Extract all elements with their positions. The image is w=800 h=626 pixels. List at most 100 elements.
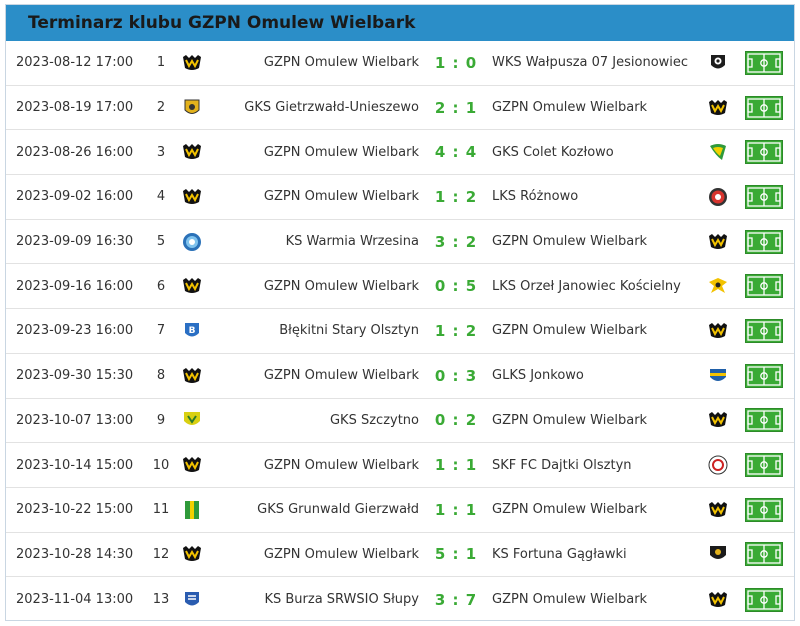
pitch-icon	[745, 363, 783, 388]
omulew-crest-icon	[708, 411, 728, 429]
match-details-button[interactable]	[744, 577, 784, 622]
match-round: 11	[152, 502, 170, 518]
omulew-crest-icon	[182, 54, 202, 72]
match-details-button[interactable]	[744, 41, 784, 85]
match-details-button[interactable]	[744, 399, 784, 443]
away-team-name: GKS Colet Kozłowo	[492, 144, 614, 160]
match-score: 3 : 2	[434, 232, 478, 251]
home-crest	[178, 175, 206, 219]
match-row: 2023-10-14 15:00 10 GZPN Omulew Wielbark…	[6, 443, 794, 488]
home-crest	[178, 354, 206, 398]
match-details-button[interactable]	[744, 443, 784, 487]
home-team-name: GKS Szczytno	[329, 412, 419, 428]
omulew-crest-icon	[182, 456, 202, 474]
home-crest	[178, 399, 206, 443]
fixtures-list: 2023-08-12 17:00 1 GZPN Omulew Wielbark …	[6, 41, 794, 622]
away-team-name: GZPN Omulew Wielbark	[492, 234, 648, 250]
gietrzwald-crest-icon	[183, 98, 201, 118]
match-row: 2023-09-30 15:30 8 GZPN Omulew Wielbark …	[6, 354, 794, 399]
away-crest	[704, 488, 732, 532]
home-crest	[178, 488, 206, 532]
home-team-name: GZPN Omulew Wielbark	[263, 457, 419, 473]
away-team-name: GZPN Omulew Wielbark	[492, 592, 648, 608]
home-team-name: GZPN Omulew Wielbark	[263, 278, 419, 294]
home-team-name: GZPN Omulew Wielbark	[263, 368, 419, 384]
fortuna-crest-icon	[708, 544, 728, 564]
warmia-crest-icon	[182, 232, 202, 252]
omulew-crest-icon	[182, 367, 202, 385]
away-team-name: WKS Wałpusza 07 Jesionowiec	[492, 55, 689, 71]
match-details-button[interactable]	[744, 175, 784, 219]
match-row: 2023-09-23 16:00 7 B Błękitni Stary Olsz…	[6, 309, 794, 354]
match-row: 2023-10-07 13:00 9 GKS Szczytno 0 : 2 GZ…	[6, 399, 794, 444]
home-crest	[178, 86, 206, 130]
match-details-button[interactable]	[744, 309, 784, 353]
match-date: 2023-09-23 16:00	[16, 323, 134, 339]
match-details-button[interactable]	[744, 264, 784, 308]
pitch-icon	[745, 408, 783, 433]
match-details-button[interactable]	[744, 488, 784, 532]
match-row: 2023-08-19 17:00 2 GKS Gietrzwałd-Uniesz…	[6, 86, 794, 131]
away-crest	[704, 533, 732, 577]
away-team-name: LKS Różnowo	[492, 189, 579, 205]
home-crest	[178, 443, 206, 487]
match-date: 2023-10-28 14:30	[16, 546, 134, 562]
match-score: 1 : 2	[434, 321, 478, 340]
away-crest	[704, 399, 732, 443]
match-round: 10	[152, 457, 170, 473]
omulew-crest-icon	[182, 545, 202, 563]
pitch-icon	[745, 318, 783, 343]
match-details-button[interactable]	[744, 533, 784, 577]
omulew-crest-icon	[708, 591, 728, 609]
svg-text:B: B	[189, 326, 196, 336]
away-crest	[704, 41, 732, 85]
match-row: 2023-10-28 14:30 12 GZPN Omulew Wielbark…	[6, 533, 794, 578]
pitch-icon	[745, 497, 783, 522]
away-crest	[704, 354, 732, 398]
roznowo-crest-icon	[708, 187, 728, 207]
dajtki-crest-icon	[708, 455, 728, 475]
away-team-name: SKF FC Dajtki Olsztyn	[492, 457, 632, 473]
match-round: 6	[156, 278, 166, 294]
home-crest	[178, 264, 206, 308]
home-team-name: GKS Gietrzwałd-Unieszewo	[244, 100, 419, 116]
colet-crest-icon	[708, 142, 728, 162]
match-details-button[interactable]	[744, 354, 784, 398]
away-team-name: GZPN Omulew Wielbark	[492, 323, 648, 339]
match-round: 7	[156, 323, 166, 339]
omulew-crest-icon	[182, 143, 202, 161]
away-team-name: GZPN Omulew Wielbark	[492, 100, 648, 116]
pitch-icon	[745, 542, 783, 567]
match-round: 9	[156, 412, 166, 428]
away-crest	[704, 577, 732, 622]
match-row: 2023-11-04 13:00 13 KS Burza SRWSIO Słup…	[6, 577, 794, 622]
away-crest	[704, 220, 732, 264]
match-round: 3	[156, 144, 166, 160]
match-round: 2	[156, 100, 166, 116]
burza-crest-icon	[183, 590, 201, 610]
away-team-name: GLKS Jonkowo	[492, 368, 584, 384]
pitch-icon	[745, 140, 783, 165]
pitch-icon	[745, 184, 783, 209]
home-crest	[178, 577, 206, 622]
match-details-button[interactable]	[744, 220, 784, 264]
pitch-icon	[745, 587, 783, 612]
match-details-button[interactable]	[744, 130, 784, 174]
home-team-name: Błękitni Stary Olsztyn	[279, 323, 419, 339]
match-row: 2023-08-12 17:00 1 GZPN Omulew Wielbark …	[6, 41, 794, 86]
match-row: 2023-09-16 16:00 6 GZPN Omulew Wielbark …	[6, 264, 794, 310]
away-team-name: KS Fortuna Gągławki	[492, 546, 627, 562]
match-date: 2023-11-04 13:00	[16, 592, 134, 608]
match-details-button[interactable]	[744, 86, 784, 130]
omulew-crest-icon	[182, 277, 202, 295]
blekitni-crest-icon: B	[183, 321, 201, 341]
match-score: 5 : 1	[434, 545, 478, 564]
match-date: 2023-09-09 16:30	[16, 234, 134, 250]
home-team-name: KS Burza SRWSIO Słupy	[264, 592, 419, 608]
match-row: 2023-10-22 15:00 11 GKS Grunwald Gierzwa…	[6, 488, 794, 533]
pitch-icon	[745, 229, 783, 254]
match-score: 0 : 2	[434, 411, 478, 430]
panel-title: Terminarz klubu GZPN Omulew Wielbark	[6, 5, 794, 41]
match-date: 2023-09-02 16:00	[16, 189, 134, 205]
match-date: 2023-09-16 16:00	[16, 278, 134, 294]
